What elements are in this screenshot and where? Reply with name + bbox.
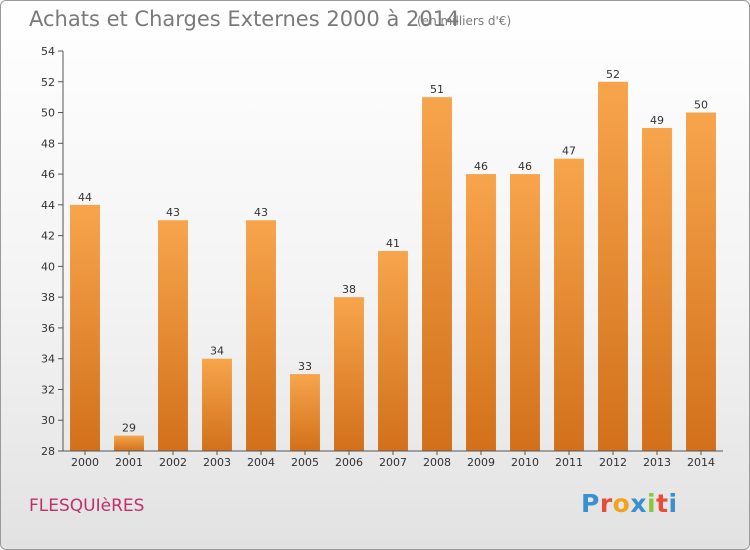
x-tick-label: 2002: [159, 456, 187, 469]
bar: [158, 220, 188, 451]
y-tick-label: 40: [41, 260, 55, 273]
bar: [290, 374, 320, 451]
y-tick-label: 44: [41, 199, 55, 212]
bar: [642, 127, 672, 451]
x-tick-label: 2005: [291, 456, 319, 469]
x-tick-label: 2014: [687, 456, 715, 469]
data-label: 46: [518, 160, 532, 173]
logo-letter: x: [630, 489, 647, 518]
bar: [378, 251, 408, 451]
data-label: 29: [122, 422, 136, 435]
x-tick-label: 2003: [203, 456, 231, 469]
axes-layer: 2000 2001 2002 2003 2004 2005 2006 2007 2008 2009…: [41, 45, 723, 469]
bar: [114, 435, 144, 451]
logo-letter: P: [581, 489, 600, 518]
logo-letter: o: [612, 489, 631, 518]
x-tick-label: 2000: [71, 456, 99, 469]
bar: [70, 204, 100, 451]
x-tick-label: 2006: [335, 456, 363, 469]
data-label: 50: [694, 99, 708, 112]
x-tick-label: 2012: [599, 456, 627, 469]
logo-letter: t: [656, 489, 669, 518]
y-tick-label: 28: [41, 445, 55, 458]
y-tick-label: 54: [41, 45, 55, 58]
bar: [246, 220, 276, 451]
data-label: 49: [650, 114, 664, 127]
bar: [510, 174, 540, 452]
y-tick-label: 34: [41, 353, 55, 366]
x-tick-label: 2011: [555, 456, 583, 469]
x-tick-label: 2009: [467, 456, 495, 469]
logo-letter: i: [647, 489, 657, 518]
y-tick-label: 42: [41, 230, 55, 243]
bar: [334, 297, 364, 451]
y-tick-label: 36: [41, 322, 55, 335]
y-tick-label: 50: [41, 107, 55, 120]
data-label: 38: [342, 283, 356, 296]
logo-letter: r: [599, 489, 613, 518]
bar: [686, 112, 716, 452]
data-label: 51: [430, 83, 444, 96]
town-name: FLESQUIèRES: [29, 496, 145, 516]
chart-title: Achats et Charges Externes 2000 à 2014: [29, 7, 460, 31]
data-label: 33: [298, 360, 312, 373]
chart-subtitle: (en milliers d'€): [417, 14, 512, 28]
bars-layer: 44 29 43 34 43 33 38 41 51 46 46 47 52 49 50: [70, 68, 716, 452]
data-label: 44: [78, 191, 92, 204]
data-label: 52: [606, 68, 620, 81]
bar: [422, 97, 452, 452]
y-tick-label: 52: [41, 76, 55, 89]
data-label: 43: [166, 206, 180, 219]
data-label: 34: [210, 345, 224, 358]
y-tick-label: 30: [41, 414, 55, 427]
x-tick-label: 2001: [115, 456, 143, 469]
data-label: 47: [562, 145, 576, 158]
y-tick-label: 48: [41, 137, 55, 150]
x-tick-label: 2007: [379, 456, 407, 469]
y-tick-label: 38: [41, 291, 55, 304]
data-label: 43: [254, 206, 268, 219]
bar: [598, 81, 628, 452]
data-label: 46: [474, 160, 488, 173]
y-tick-label: 32: [41, 383, 55, 396]
x-tick-label: 2010: [511, 456, 539, 469]
proxiti-logo: Proxiti: [581, 489, 678, 518]
data-label: 41: [386, 237, 400, 250]
bar: [466, 174, 496, 452]
logo-letter: i: [668, 489, 678, 518]
x-tick-label: 2013: [643, 456, 671, 469]
x-tick-label: 2004: [247, 456, 275, 469]
bar: [202, 358, 232, 451]
y-tick-label: 46: [41, 168, 55, 181]
bar: [554, 158, 584, 451]
x-tick-label: 2008: [423, 456, 451, 469]
